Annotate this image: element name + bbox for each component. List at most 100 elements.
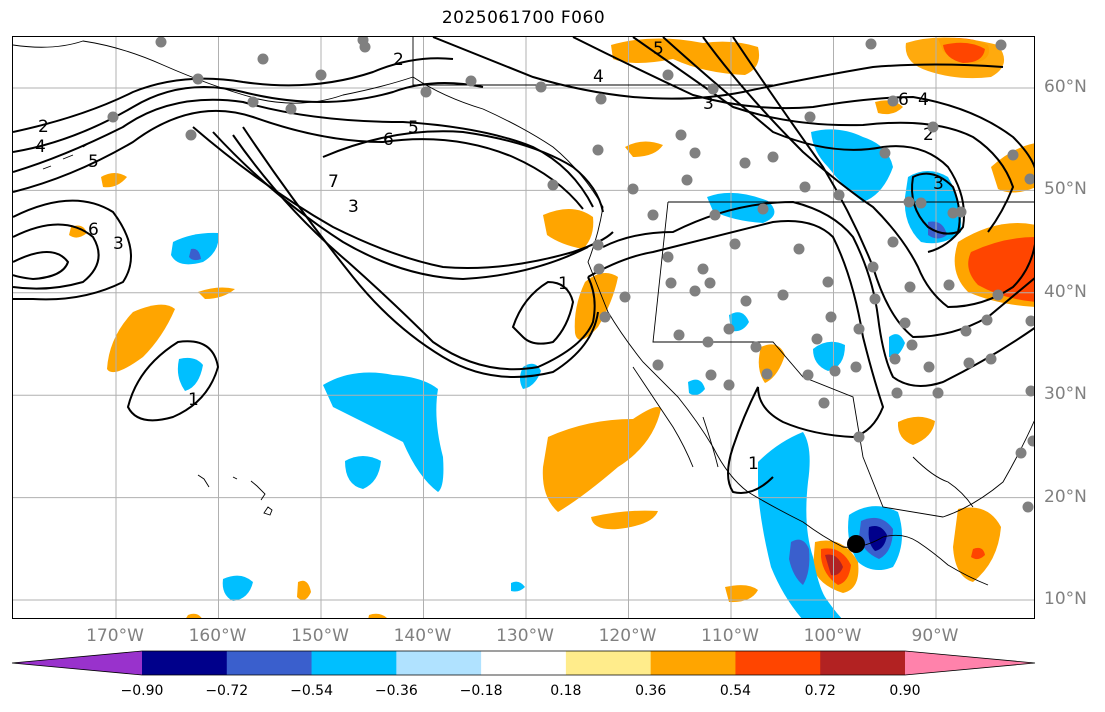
- station-dot: [932, 387, 944, 399]
- orange-region: [991, 143, 1034, 193]
- blue-region: [688, 379, 705, 396]
- station-dot: [995, 39, 1007, 51]
- station-dot: [729, 238, 741, 250]
- station-dot: [705, 369, 717, 381]
- station-dot: [592, 239, 604, 251]
- station-dot: [739, 157, 751, 169]
- colorbar-outline: [11, 650, 1036, 676]
- lat-label: 20°N: [1044, 486, 1087, 507]
- lat-label: 40°N: [1044, 281, 1087, 302]
- station-dot: [619, 291, 631, 303]
- station-dot: [867, 261, 879, 273]
- lat-label: 30°N: [1044, 384, 1087, 405]
- contour-label: 3: [703, 94, 714, 114]
- station-dot: [155, 37, 167, 48]
- blue-region: [171, 232, 219, 265]
- station-dot: [420, 86, 432, 98]
- station-dot: [915, 197, 927, 209]
- station-dot: [662, 251, 674, 263]
- orange-region: [725, 585, 758, 603]
- blue-region: [904, 171, 962, 244]
- station-dot: [702, 336, 714, 348]
- station-dot: [802, 369, 814, 381]
- blue-region: [345, 456, 381, 489]
- orange-region: [101, 173, 127, 188]
- station-dot: [107, 111, 119, 123]
- station-dot: [593, 263, 605, 275]
- station-dot: [822, 276, 834, 288]
- lon-label: 100°W: [803, 626, 862, 646]
- station-dot: [681, 174, 693, 186]
- contour-label: 6: [898, 90, 909, 110]
- colorbar-segment: [481, 651, 567, 675]
- station-dot: [595, 93, 607, 105]
- station-dot: [891, 387, 903, 399]
- colorbar-segment: [311, 651, 397, 675]
- station-dot: [627, 183, 639, 195]
- station-dot: [247, 96, 259, 108]
- blue-region: [758, 432, 842, 618]
- colorbar-tick-label: −0.36: [374, 683, 418, 699]
- contour-lines: [13, 37, 1034, 494]
- lon-label: 110°W: [701, 626, 759, 646]
- orange-region: [543, 208, 594, 249]
- station-dot: [963, 357, 975, 369]
- station-dot: [675, 129, 687, 141]
- station-dot: [185, 129, 197, 141]
- orange-region: [368, 613, 387, 618]
- station-dot: [723, 323, 735, 335]
- colorbar-segment: [735, 651, 821, 675]
- station-dot: [904, 281, 916, 293]
- contour-label: 2: [923, 125, 934, 145]
- orange-region: [897, 416, 935, 445]
- station-dot: [359, 41, 371, 53]
- lon-label: 90°W: [911, 626, 959, 646]
- station-dot: [1025, 315, 1034, 327]
- station-dot: [257, 53, 269, 65]
- lon-label: 150°W: [291, 626, 349, 646]
- navy-region: [868, 526, 887, 551]
- contour-label: 5: [88, 152, 99, 172]
- station-dot: [740, 295, 752, 307]
- contour-label: 6: [88, 220, 99, 240]
- blue-region: [813, 341, 845, 371]
- station-dot: [662, 69, 674, 81]
- station-dot: [923, 361, 935, 373]
- station-markers: [107, 37, 1034, 513]
- station-dot: [652, 359, 664, 371]
- station-dot: [1022, 501, 1034, 513]
- blue-region: [789, 539, 810, 585]
- lat-lon-grid: [13, 37, 1034, 618]
- blue-region: [222, 575, 253, 601]
- contour-label: 6: [383, 130, 394, 150]
- station-dot: [865, 38, 877, 50]
- station-dot: [829, 365, 841, 377]
- red-region: [968, 237, 1034, 302]
- map-title: 2025061700 F060: [441, 8, 606, 28]
- station-dot: [853, 323, 865, 335]
- station-dot: [833, 189, 845, 201]
- station-dot: [825, 311, 837, 323]
- contour-label: 5: [653, 39, 664, 59]
- contour-label: 5: [408, 118, 419, 138]
- station-dot: [818, 397, 830, 409]
- station-dot: [887, 236, 899, 248]
- contour-label: 3: [933, 174, 944, 194]
- station-dot: [777, 289, 789, 301]
- colorbar: [11, 650, 1036, 676]
- station-dot: [1025, 385, 1034, 397]
- station-dot: [1007, 149, 1019, 161]
- station-dot: [879, 147, 891, 159]
- contour-label: 2: [393, 50, 404, 70]
- blue-region: [889, 334, 905, 358]
- station-dot: [1027, 435, 1034, 447]
- orange-region: [625, 141, 663, 157]
- lat-label: 10°N: [1044, 589, 1087, 609]
- orange-region: [591, 510, 658, 530]
- orange-region: [953, 507, 1001, 582]
- colorbar-tick-label: −0.72: [205, 683, 249, 699]
- blue-region: [323, 372, 444, 492]
- colorbar-tick-label: 0.54: [719, 683, 752, 699]
- lon-label: 130°W: [496, 626, 554, 646]
